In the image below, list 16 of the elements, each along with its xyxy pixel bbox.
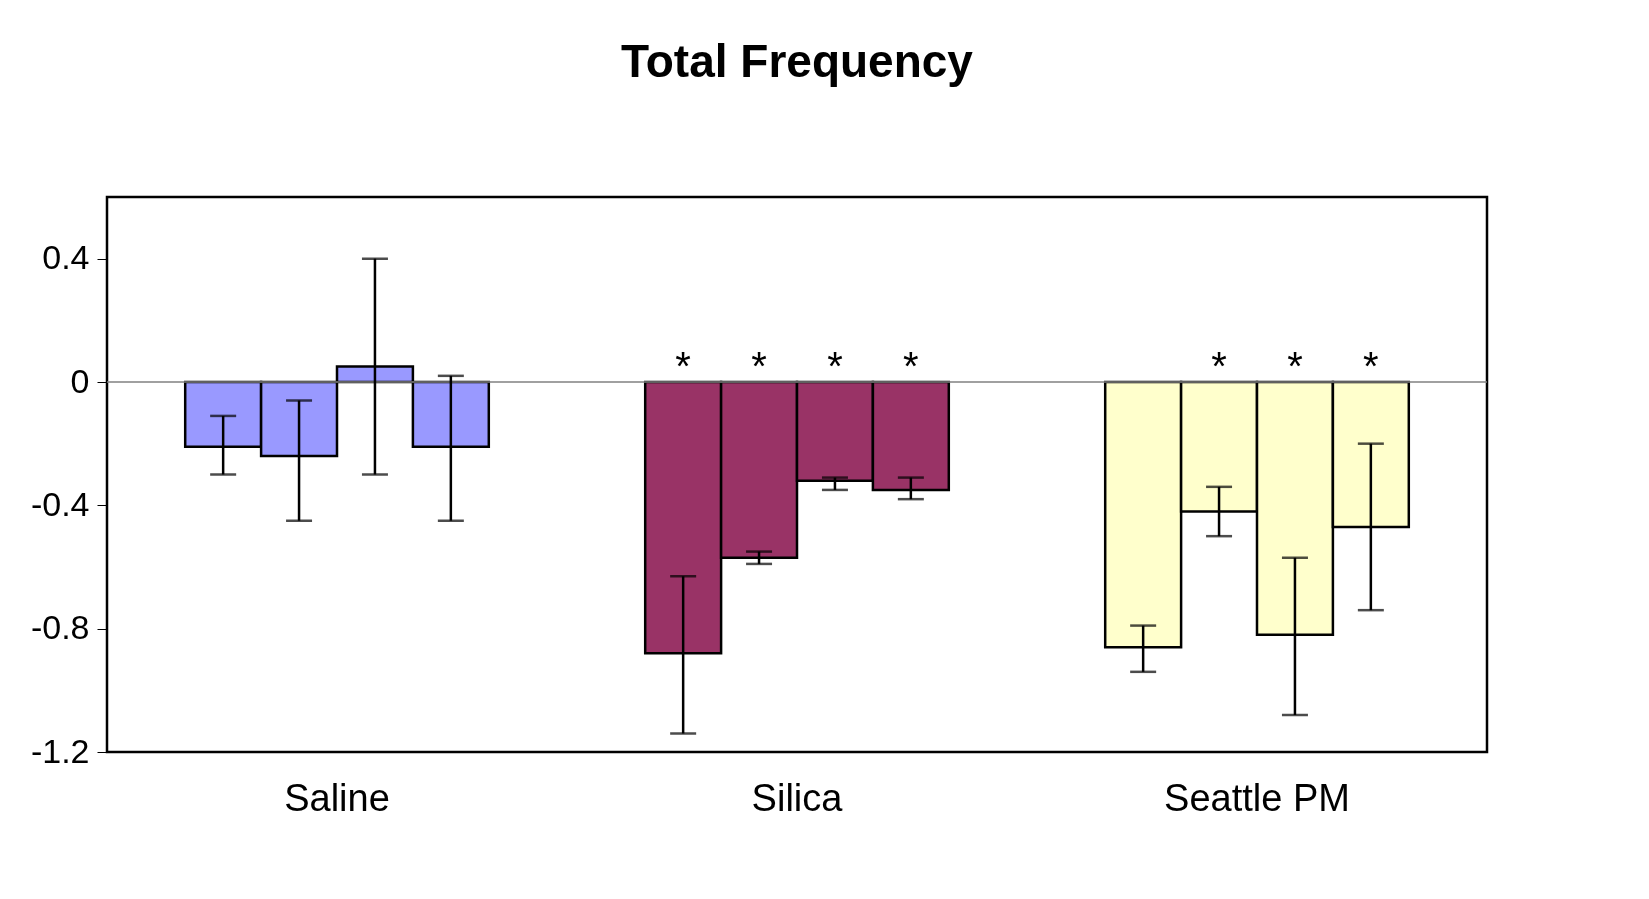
data-label: * [903,344,919,388]
y-tick-label: 0.4 [42,238,90,277]
y-tick-label: -0.8 [30,608,90,647]
y-tick-label: -1.2 [30,731,90,770]
data-label: * [675,344,691,388]
y-tick-label: -0.4 [30,484,90,523]
data-label: * [1287,344,1303,388]
data-label: * [1363,344,1379,388]
data-label: * [1211,344,1227,388]
x-tick-label: Seattle PM [1164,776,1350,819]
data-label: * [751,344,767,388]
x-tick-label: Saline [284,776,390,819]
x-tick-label: Silica [751,776,844,819]
data-label: * [827,344,843,388]
chart-title: Total Frequency [621,35,974,87]
y-tick-label: 0 [70,361,90,400]
